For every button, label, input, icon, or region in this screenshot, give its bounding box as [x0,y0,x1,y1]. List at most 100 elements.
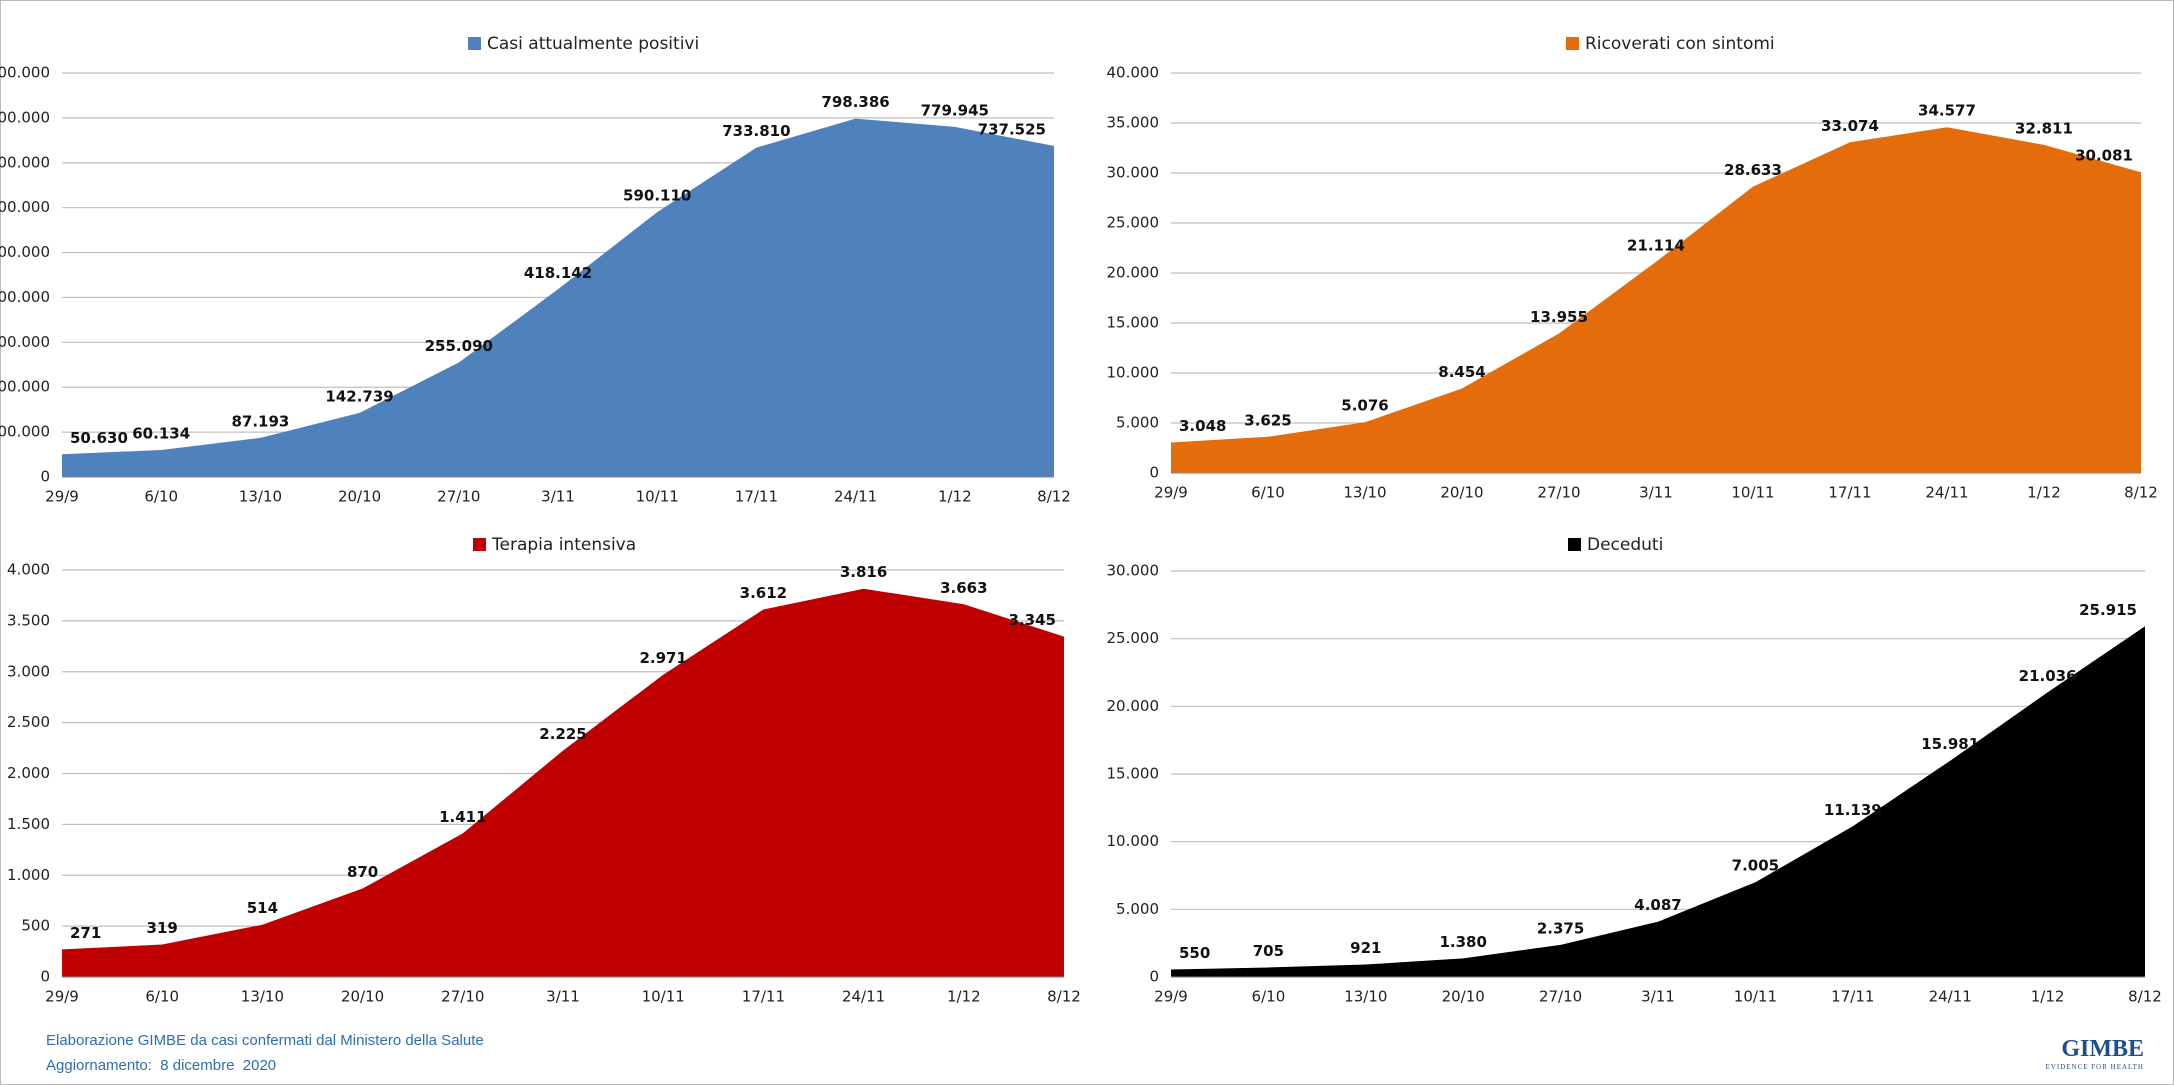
y-tick-label: 30.000 [1107,164,1160,182]
y-tick-label: 200.000 [0,378,50,396]
data-label: 60.134 [132,425,190,443]
data-label: 550 [1179,944,1210,962]
data-label: 25.915 [2079,601,2137,619]
data-label: 7.005 [1732,857,1779,875]
x-tick-label: 10/11 [1734,988,1777,1006]
y-tick-label: 0 [40,968,50,986]
x-tick-label: 10/11 [636,488,679,506]
x-tick-label: 29/9 [45,488,79,506]
x-tick-label: 1/12 [2027,484,2061,502]
y-tick-label: 3.000 [7,662,50,680]
data-label: 418.142 [524,264,592,282]
y-tick-label: 3.500 [7,611,50,629]
data-label: 4.087 [1634,896,1681,914]
x-tick-label: 29/9 [45,988,79,1006]
data-label: 779.945 [921,101,989,119]
x-tick-label: 17/11 [1831,988,1874,1006]
y-tick-label: 800.000 [0,108,50,126]
y-tick-label: 20.000 [1107,264,1160,282]
x-tick-label: 3/11 [1639,484,1673,502]
x-tick-label: 1/12 [947,988,981,1006]
x-tick-label: 6/10 [145,988,179,1006]
y-tick-label: 1.500 [7,815,50,833]
data-label: 34.577 [1918,102,1976,120]
x-tick-label: 29/9 [1154,988,1188,1006]
y-tick-label: 900.000 [0,64,50,82]
x-tick-label: 27/10 [1539,988,1582,1006]
x-tick-label: 8/12 [1037,488,1071,506]
y-tick-label: 1.000 [7,866,50,884]
data-label: 2.225 [539,725,586,743]
x-tick-label: 8/12 [2128,988,2162,1006]
legend-label: Ricoverati con sintomi [1585,34,1775,54]
x-tick-label: 10/11 [1731,484,1774,502]
data-label: 13.955 [1530,308,1588,326]
y-tick-label: 600.000 [0,198,50,216]
data-label: 271 [70,924,101,942]
y-tick-label: 5.000 [1116,900,1159,918]
x-tick-label: 1/12 [938,488,972,506]
data-label: 514 [247,899,278,917]
area [62,118,1054,477]
data-label: 8.454 [1438,363,1485,381]
y-tick-label: 15.000 [1107,314,1160,332]
x-tick-label: 8/12 [2124,484,2158,502]
y-tick-label: 35.000 [1107,114,1160,132]
x-tick-label: 20/10 [1440,484,1483,502]
data-label: 142.739 [325,387,393,405]
logo: GIMBE EVIDENCE FOR HEALTH [2046,1036,2144,1071]
y-tick-label: 4.000 [7,561,50,579]
data-label: 590.110 [623,187,691,205]
data-label: 3.816 [840,563,887,581]
x-tick-label: 24/11 [1929,988,1972,1006]
y-tick-label: 400.000 [0,288,50,306]
x-tick-label: 29/9 [1154,484,1188,502]
x-tick-label: 6/10 [144,488,178,506]
y-tick-label: 20.000 [1107,697,1160,715]
x-tick-label: 24/11 [834,488,877,506]
legend-swatch [1568,538,1581,551]
y-tick-label: 0 [1149,968,1159,986]
data-label: 3.345 [1009,611,1056,629]
y-tick-label: 2.500 [7,713,50,731]
x-tick-label: 13/10 [239,488,282,506]
y-tick-label: 500.000 [0,243,50,261]
x-tick-label: 3/11 [1641,988,1675,1006]
x-tick-label: 6/10 [1252,988,1286,1006]
data-label: 737.525 [978,120,1046,138]
y-tick-label: 25.000 [1107,629,1160,647]
x-tick-label: 6/10 [1251,484,1285,502]
legend-label: Casi attualmente positivi [487,34,699,54]
data-label: 1.411 [439,808,486,826]
y-tick-label: 100.000 [0,423,50,441]
legend-label: Deceduti [1587,535,1663,555]
data-label: 2.971 [639,649,686,667]
data-label: 3.625 [1244,411,1291,429]
data-label: 32.811 [2015,119,2073,137]
logo-text: GIMBE [2061,1036,2144,1062]
data-label: 921 [1350,939,1381,957]
data-label: 87.193 [231,412,289,430]
data-label: 870 [347,863,378,881]
y-tick-label: 10.000 [1107,364,1160,382]
x-tick-label: 10/11 [642,988,685,1006]
legend-swatch [473,538,486,551]
data-label: 50.630 [70,429,128,447]
legend-label: Terapia intensiva [491,535,636,555]
x-tick-label: 27/10 [1537,484,1580,502]
y-tick-label: 25.000 [1107,214,1160,232]
logo-tagline: EVIDENCE FOR HEALTH [2045,1063,2144,1071]
x-tick-label: 20/10 [341,988,384,1006]
y-tick-label: 0 [40,468,50,486]
data-label: 319 [147,919,178,937]
x-tick-label: 17/11 [742,988,785,1006]
data-label: 3.663 [940,579,987,597]
area [1171,127,2141,473]
x-tick-label: 3/11 [541,488,575,506]
data-label: 798.386 [821,93,889,111]
y-tick-label: 15.000 [1107,765,1160,783]
data-label: 1.380 [1439,933,1486,951]
y-tick-label: 40.000 [1107,64,1160,82]
